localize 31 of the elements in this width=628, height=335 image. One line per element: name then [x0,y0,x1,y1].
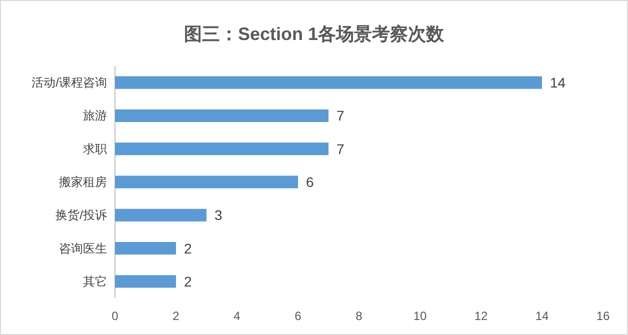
bar [115,176,298,188]
x-tick-label: 16 [596,309,610,323]
bar [115,208,206,222]
bar [115,242,176,255]
bar [115,109,328,122]
y-tick-label: 其它 [83,274,107,288]
x-tick-label: 4 [234,309,241,323]
chart-title: 图三：Section 1各场景考察次数 [184,24,446,44]
y-tick-label: 活动/课程咨询 [32,76,107,90]
x-tick-label: 12 [474,309,488,323]
x-tick-label: 14 [535,309,549,323]
x-tick-label: 0 [112,309,119,323]
x-tick-label: 10 [413,309,427,323]
y-tick-label: 咨询医生 [59,241,107,256]
y-tick-label: 求职 [83,142,107,156]
data-label: 7 [336,140,344,157]
bar [115,275,176,288]
data-label: 2 [184,273,192,290]
data-label: 3 [214,207,222,224]
y-tick-label: 换货/投诉 [56,208,107,222]
data-label: 2 [184,240,192,256]
y-tick-label: 搬家租房 [59,175,107,189]
data-label: 14 [550,74,566,91]
bar [115,76,542,89]
data-label: 7 [336,108,344,124]
y-tick-label: 旅游 [83,108,107,123]
bar [115,142,328,156]
x-tick-label: 6 [294,309,302,323]
x-tick-label: 8 [356,309,363,323]
x-tick-label: 2 [172,309,180,323]
data-label: 6 [306,174,314,190]
